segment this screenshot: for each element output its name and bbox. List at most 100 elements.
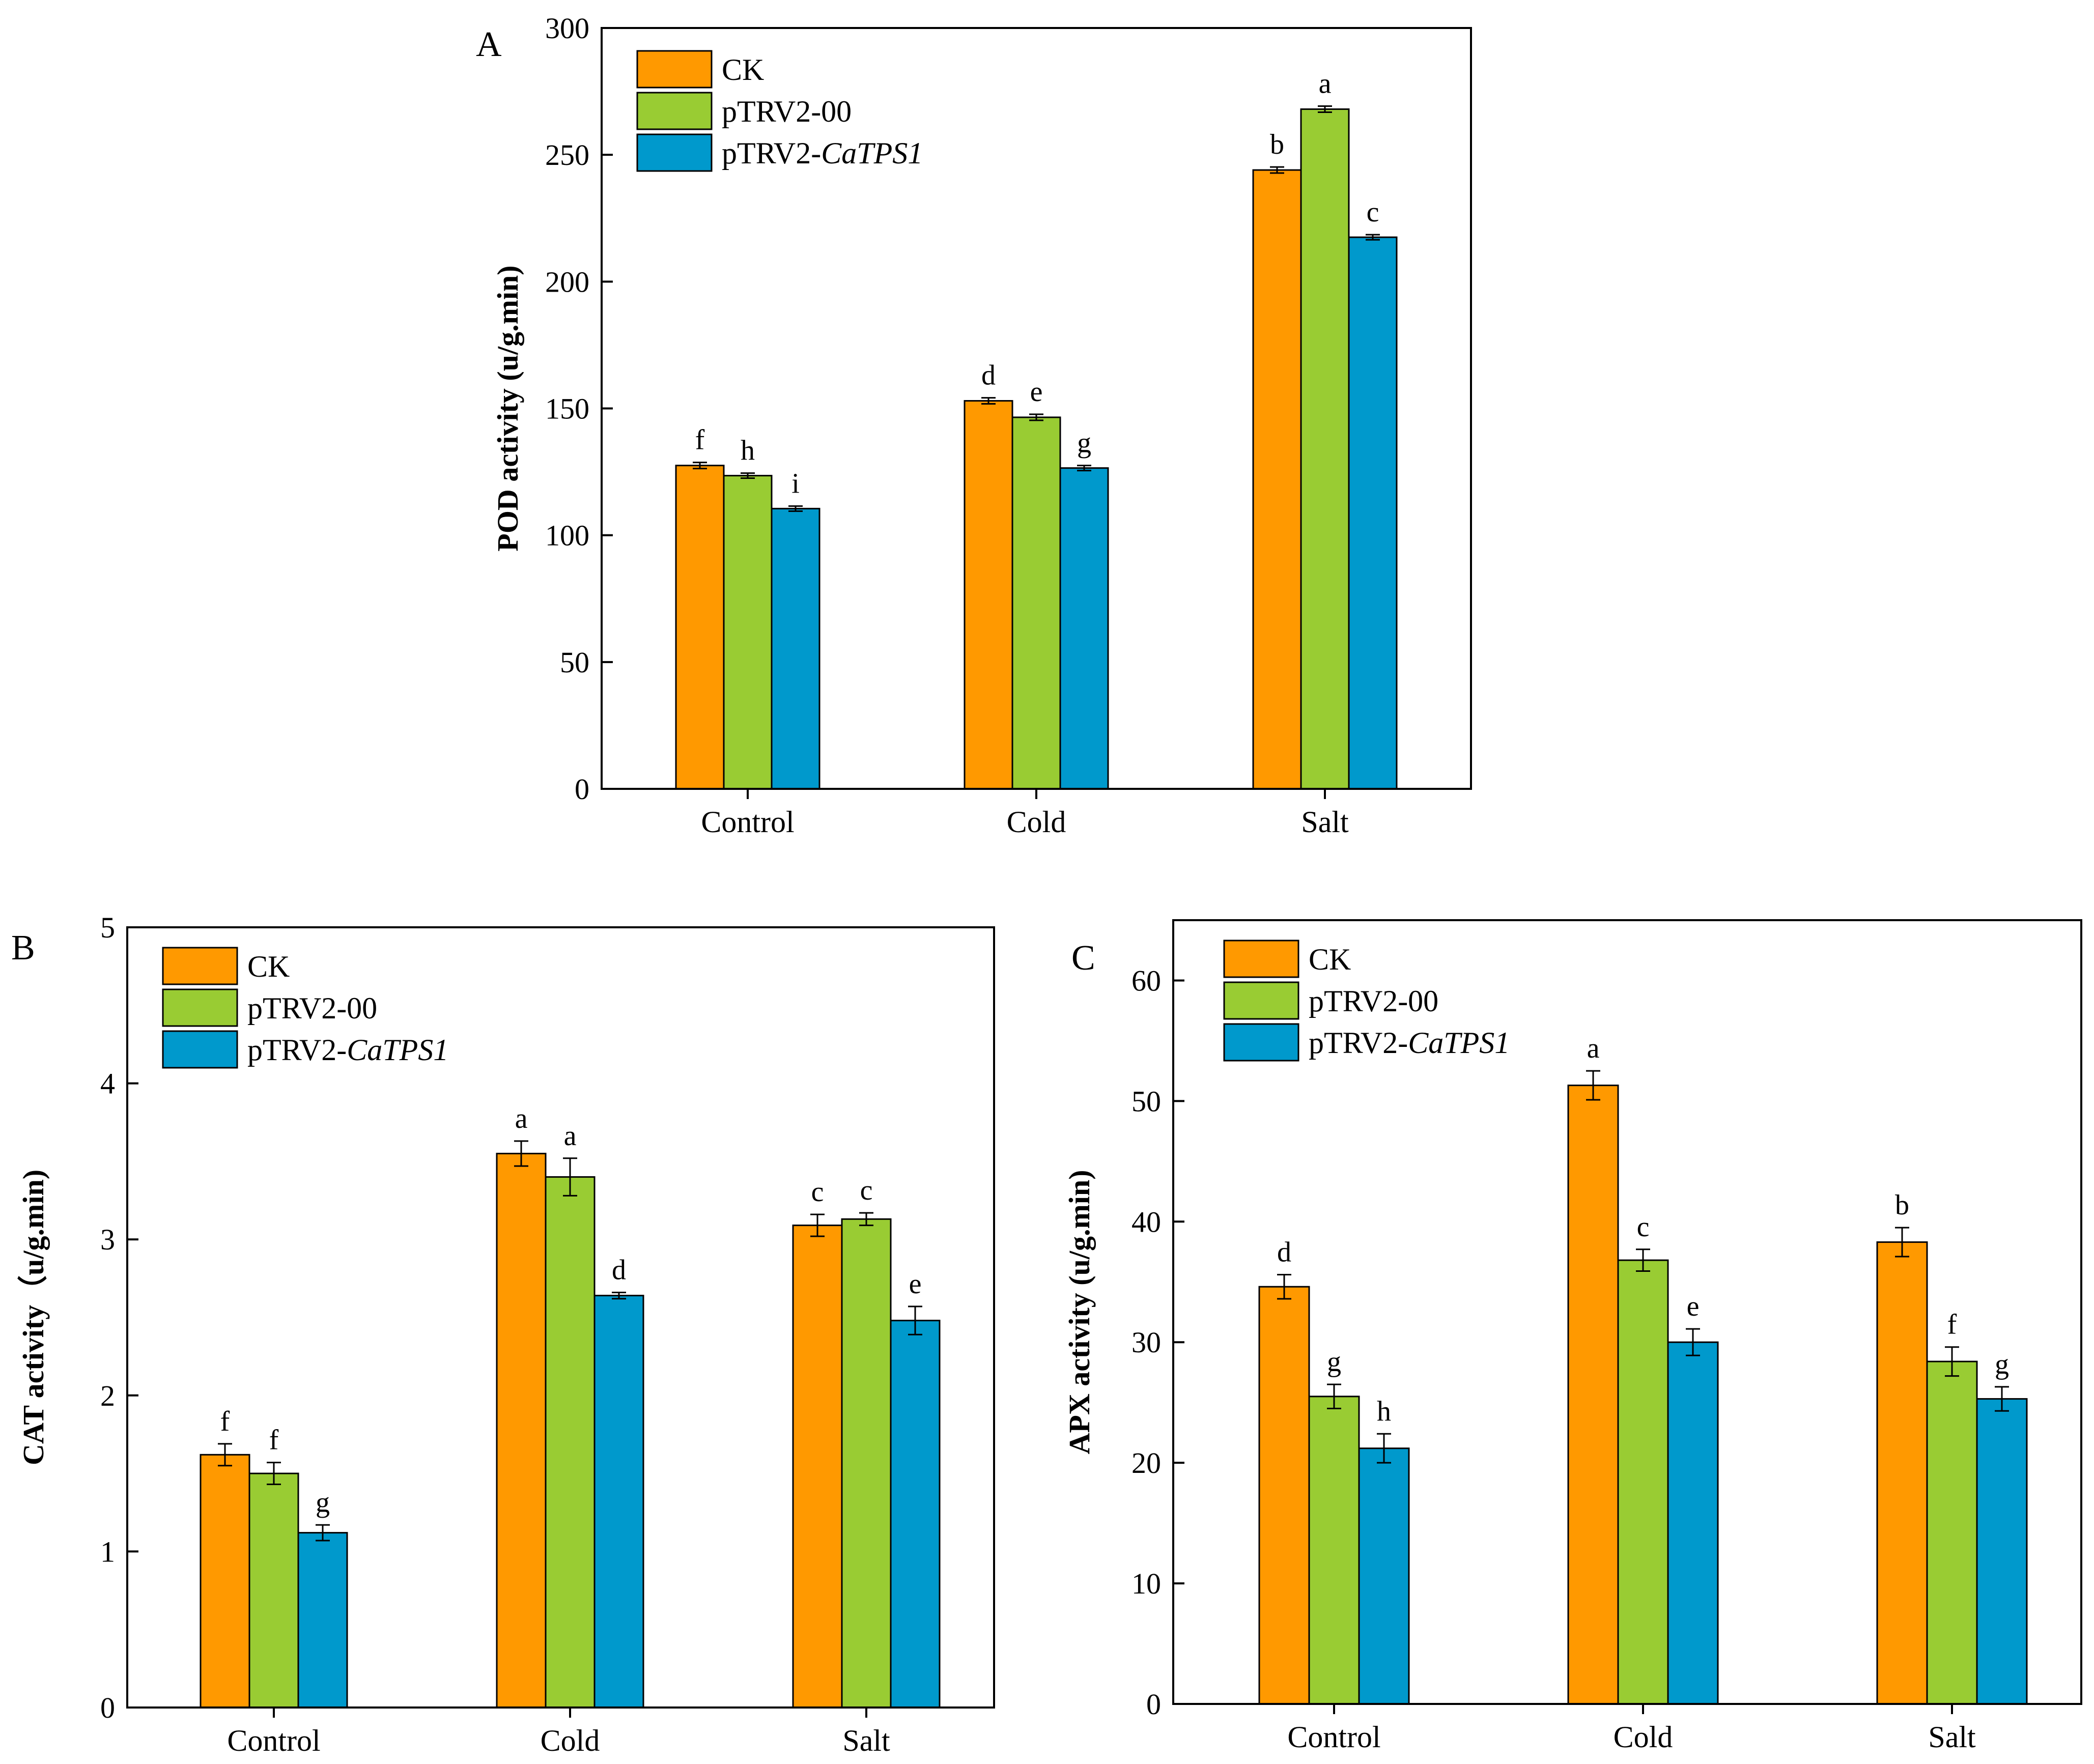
y-tick-label: 30 bbox=[1131, 1326, 1161, 1359]
bar bbox=[1876, 1241, 1928, 1705]
significance-letter: b bbox=[1270, 129, 1284, 160]
y-tick-label: 0 bbox=[1146, 1688, 1161, 1721]
significance-letter: h bbox=[741, 435, 755, 467]
x-category-label: Cold bbox=[1007, 805, 1066, 839]
significance-letter: e bbox=[909, 1268, 922, 1300]
significance-letter: f bbox=[695, 424, 705, 456]
significance-letter: a bbox=[1319, 68, 1332, 99]
significance-letter: g bbox=[1327, 1346, 1341, 1378]
legend-label: pTRV2-00 bbox=[722, 95, 852, 128]
legend-label-italic: CaTPS1 bbox=[821, 136, 923, 170]
legend-label-plain: pTRV2- bbox=[1309, 1026, 1408, 1060]
y-tick-label: 4 bbox=[100, 1067, 115, 1100]
legend-label-plain: pTRV2- bbox=[247, 1033, 347, 1067]
y-tick-label: 2 bbox=[100, 1379, 115, 1412]
y-tick-label: 3 bbox=[100, 1223, 115, 1256]
y-tick-label: 60 bbox=[1131, 964, 1161, 997]
legend-label: CK bbox=[247, 950, 290, 983]
bar bbox=[1358, 1447, 1410, 1705]
legend-swatch bbox=[162, 1030, 238, 1069]
y-tick-label: 150 bbox=[545, 392, 589, 425]
bar bbox=[964, 400, 1013, 790]
legend-label: CK bbox=[722, 53, 764, 87]
significance-letter: c bbox=[1367, 196, 1379, 228]
bar bbox=[1300, 108, 1350, 790]
legend-label: CK bbox=[1309, 943, 1351, 976]
y-tick-label: 5 bbox=[100, 911, 115, 944]
significance-letter: c bbox=[1637, 1211, 1650, 1243]
x-category-label: Control bbox=[701, 805, 794, 839]
legend-label: pTRV2-CaTPS1 bbox=[722, 136, 923, 170]
bar bbox=[593, 1295, 644, 1709]
y-tick-label: 1 bbox=[100, 1535, 115, 1568]
significance-letter: d bbox=[612, 1254, 626, 1286]
bar bbox=[1617, 1259, 1669, 1705]
bar bbox=[1059, 467, 1109, 790]
plot-frame bbox=[126, 926, 995, 1709]
bar bbox=[841, 1218, 892, 1709]
legend-label-italic: CaTPS1 bbox=[347, 1033, 448, 1067]
y-axis-title: CAT activity（u/g.min) bbox=[17, 1170, 50, 1465]
significance-letter: g bbox=[1995, 1349, 2009, 1380]
legend-swatch bbox=[162, 988, 238, 1027]
significance-letter: c bbox=[811, 1176, 824, 1208]
x-category-label: Salt bbox=[1301, 805, 1349, 839]
x-category-label: Control bbox=[227, 1724, 320, 1757]
y-tick-label: 250 bbox=[545, 138, 589, 172]
bar bbox=[1258, 1286, 1310, 1705]
bar bbox=[1252, 169, 1302, 790]
significance-letter: f bbox=[220, 1406, 230, 1437]
significance-letter: e bbox=[1687, 1291, 1700, 1322]
legend-label: pTRV2-CaTPS1 bbox=[247, 1033, 448, 1067]
bar bbox=[297, 1532, 348, 1709]
legend-swatch bbox=[636, 133, 713, 172]
plot-frame bbox=[601, 27, 1472, 790]
panel-b: B 0 1 2 3 4 5 CAT activity（u/g.min) Control f f g Co… bbox=[11, 911, 995, 1757]
legend-swatch bbox=[162, 947, 238, 985]
y-axis-title: APX activity (u/g.min) bbox=[1063, 1170, 1096, 1455]
x-category-label: Cold bbox=[541, 1724, 600, 1757]
plot-frame bbox=[1172, 919, 2082, 1705]
y-tick-label: 0 bbox=[575, 773, 589, 806]
bar bbox=[1348, 236, 1398, 790]
significance-letter: d bbox=[1277, 1237, 1291, 1268]
bar bbox=[1011, 416, 1061, 790]
bar bbox=[792, 1225, 843, 1709]
panel-letter: C bbox=[1071, 938, 1095, 978]
x-category-label: Control bbox=[1287, 1720, 1380, 1754]
panel-letter: A bbox=[476, 25, 502, 64]
significance-letter: c bbox=[860, 1175, 873, 1206]
legend-swatch bbox=[636, 92, 713, 130]
bar bbox=[1926, 1360, 1978, 1705]
significance-letter: i bbox=[791, 468, 800, 499]
significance-letter: b bbox=[1895, 1189, 1909, 1221]
panel-c: C 0 10 20 30 40 50 60 APX activity (u/g.min) Cont… bbox=[1063, 919, 2082, 1754]
y-tick-label: 0 bbox=[100, 1691, 115, 1724]
significance-letter: g bbox=[316, 1487, 330, 1518]
bar bbox=[496, 1153, 547, 1709]
bar bbox=[545, 1176, 596, 1709]
significance-letter: f bbox=[1947, 1309, 1957, 1341]
legend-label: pTRV2-CaTPS1 bbox=[1309, 1026, 1510, 1060]
legend-label-plain: pTRV2- bbox=[722, 136, 821, 170]
x-category-label: Cold bbox=[1614, 1720, 1673, 1754]
legend-label: pTRV2-00 bbox=[1309, 984, 1438, 1018]
legend-swatch bbox=[1223, 940, 1299, 978]
legend-label-italic: CaTPS1 bbox=[1408, 1026, 1510, 1060]
y-axis-title: POD activity (u/g.min) bbox=[491, 265, 524, 551]
significance-letter: a bbox=[1587, 1033, 1600, 1064]
panel-letter: B bbox=[11, 928, 35, 968]
y-tick-label: 40 bbox=[1131, 1205, 1161, 1238]
significance-letter: a bbox=[564, 1120, 577, 1152]
significance-letter: d bbox=[981, 360, 996, 391]
bar bbox=[1567, 1085, 1619, 1705]
x-category-label: Salt bbox=[1928, 1720, 1976, 1754]
y-tick-label: 20 bbox=[1131, 1446, 1161, 1480]
significance-letter: a bbox=[515, 1103, 528, 1134]
significance-letter: f bbox=[269, 1425, 279, 1456]
x-category-label: Salt bbox=[842, 1724, 890, 1757]
y-tick-label: 100 bbox=[545, 519, 589, 552]
bar bbox=[890, 1320, 941, 1709]
bar bbox=[1667, 1341, 1719, 1705]
